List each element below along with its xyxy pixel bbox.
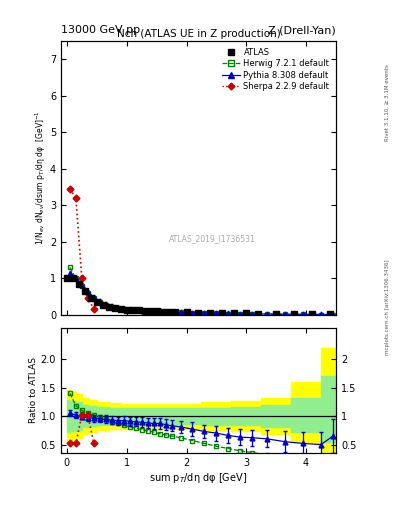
Legend: ATLAS, Herwig 7.2.1 default, Pythia 8.308 default, Sherpa 2.2.9 default: ATLAS, Herwig 7.2.1 default, Pythia 8.30… [219, 45, 332, 94]
Text: Rivet 3.1.10, ≥ 3.1M events: Rivet 3.1.10, ≥ 3.1M events [385, 64, 389, 141]
Text: ATLAS_2019_I1736531: ATLAS_2019_I1736531 [169, 233, 255, 243]
Text: Z (Drell-Yan): Z (Drell-Yan) [268, 25, 336, 35]
Title: Nch (ATLAS UE in Z production): Nch (ATLAS UE in Z production) [117, 29, 280, 39]
Y-axis label: 1/N$_{ev}$ dN$_{ev}$/dsum p$_T$/dη dφ  [GeV]$^{-1}$: 1/N$_{ev}$ dN$_{ev}$/dsum p$_T$/dη dφ [G… [34, 111, 48, 245]
Y-axis label: Ratio to ATLAS: Ratio to ATLAS [29, 357, 38, 423]
Text: 13000 GeV pp: 13000 GeV pp [61, 25, 140, 35]
X-axis label: sum p$_T$/dη dφ [GeV]: sum p$_T$/dη dφ [GeV] [149, 471, 248, 485]
Text: mcplots.cern.ch [arXiv:1306.3436]: mcplots.cern.ch [arXiv:1306.3436] [385, 260, 389, 355]
